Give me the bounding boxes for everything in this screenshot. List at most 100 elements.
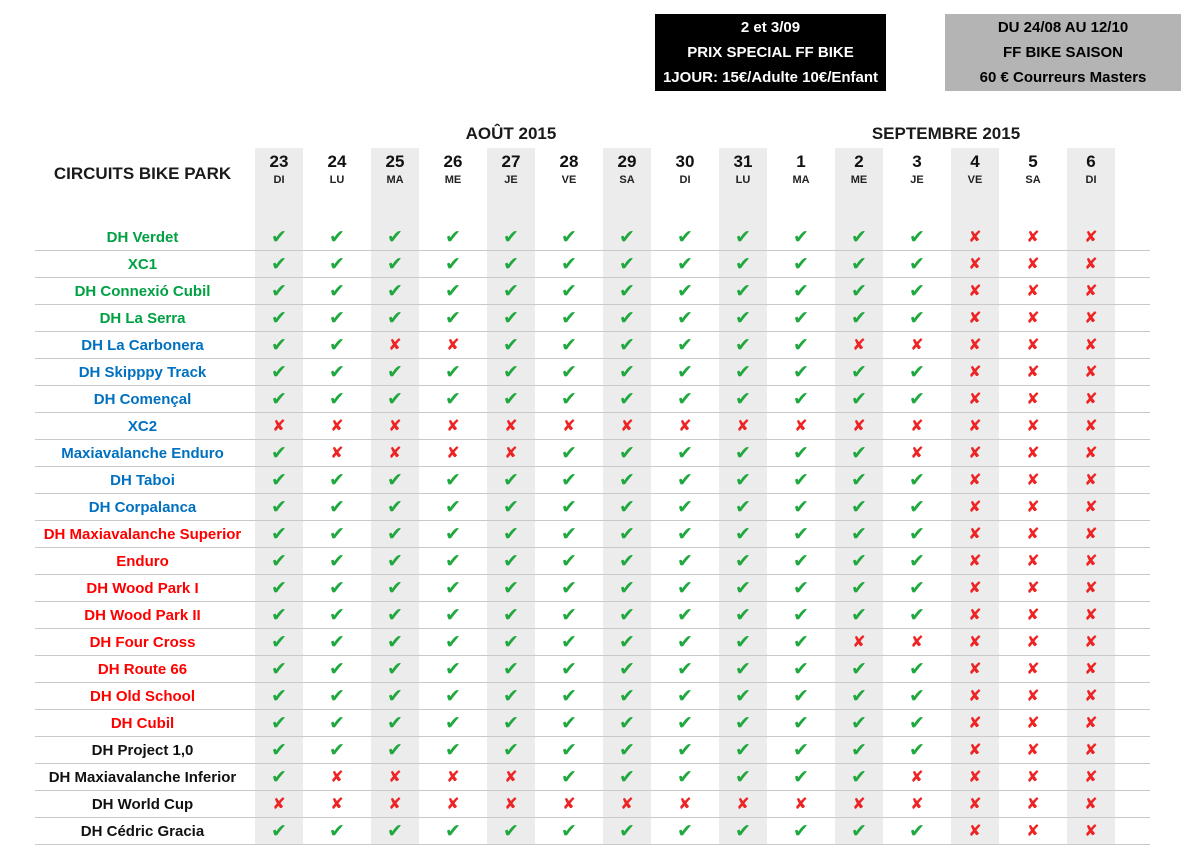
circuit-row: DH Skipppy Track ✔ ✔ ✔ ✔ ✔ ✔ ✔ ✔ ✔ ✔ ✔ ✔ ✘ ✘ ✘ <box>35 359 1150 386</box>
availability-cell: ✔ <box>540 494 598 520</box>
gap-cell <box>772 200 830 224</box>
check-icon: ✔ <box>561 333 577 356</box>
check-icon: ✔ <box>387 387 403 410</box>
availability-cell: ✘ <box>1004 332 1062 358</box>
availability-cell: ✔ <box>540 224 598 250</box>
cross-icon: ✘ <box>504 767 518 786</box>
check-icon: ✔ <box>677 468 693 491</box>
check-icon: ✔ <box>271 522 287 545</box>
availability-cell: ✘ <box>250 791 308 817</box>
cross-icon: ✘ <box>1026 659 1040 678</box>
availability-cell: ✔ <box>830 521 888 547</box>
circuit-name: DH Wood Park II <box>84 606 201 624</box>
cross-icon: ✘ <box>1084 632 1098 651</box>
availability-cell: ✘ <box>1004 737 1062 763</box>
check-icon: ✔ <box>735 657 751 680</box>
cross-icon: ✘ <box>1084 308 1098 327</box>
check-icon: ✔ <box>735 387 751 410</box>
gap-cell <box>250 200 308 224</box>
check-icon: ✔ <box>561 576 577 599</box>
date-weekday: MA <box>386 174 404 186</box>
circuit-name: XC2 <box>127 417 158 435</box>
check-icon: ✔ <box>851 495 867 518</box>
check-icon: ✔ <box>909 684 925 707</box>
check-icon: ✔ <box>619 711 635 734</box>
cross-icon: ✘ <box>1026 794 1040 813</box>
gap-cell <box>598 200 656 224</box>
check-icon: ✔ <box>271 252 287 275</box>
season-price-banner: DU 24/08 AU 12/10 FF BIKE SAISON 60 € Co… <box>945 14 1181 91</box>
availability-cell: ✔ <box>366 575 424 601</box>
availability-cell: ✔ <box>424 548 482 574</box>
check-icon: ✔ <box>735 306 751 329</box>
availability-cell: ✔ <box>714 494 772 520</box>
check-icon: ✔ <box>503 603 519 626</box>
availability-cell: ✘ <box>1004 440 1062 466</box>
availability-cell: ✘ <box>946 818 1004 844</box>
availability-cell: ✔ <box>250 386 308 412</box>
check-icon: ✔ <box>619 306 635 329</box>
availability-cell: ✔ <box>482 278 540 304</box>
availability-cell: ✘ <box>424 413 482 439</box>
row-tail <box>1120 683 1150 709</box>
availability-cell: ✘ <box>308 440 366 466</box>
availability-cell: ✔ <box>424 494 482 520</box>
availability-cell: ✘ <box>366 440 424 466</box>
circuit-name: Maxiavalanche Enduro <box>61 444 224 462</box>
cross-icon: ✘ <box>1026 497 1040 516</box>
availability-cell: ✔ <box>598 332 656 358</box>
availability-cell: ✘ <box>888 764 946 790</box>
availability-cell: ✘ <box>772 413 830 439</box>
availability-cell: ✔ <box>366 521 424 547</box>
circuit-row: DH Project 1,0 ✔ ✔ ✔ ✔ ✔ ✔ ✔ ✔ ✔ ✔ ✔ ✔ ✘ ✘ ✘ <box>35 737 1150 764</box>
availability-cell: ✔ <box>714 548 772 574</box>
date-weekday: ME <box>444 174 462 186</box>
availability-cell: ✘ <box>888 440 946 466</box>
gap-cell <box>830 200 888 224</box>
availability-cell: ✔ <box>482 251 540 277</box>
availability-cell: ✔ <box>772 440 830 466</box>
row-tail <box>1120 413 1150 439</box>
availability-cell: ✔ <box>366 224 424 250</box>
cross-icon: ✘ <box>1084 497 1098 516</box>
availability-cell: ✔ <box>424 656 482 682</box>
check-icon: ✔ <box>503 495 519 518</box>
availability-cell: ✘ <box>888 413 946 439</box>
check-icon: ✔ <box>387 306 403 329</box>
availability-cell: ✔ <box>366 710 424 736</box>
cross-icon: ✘ <box>446 335 460 354</box>
availability-cell: ✘ <box>888 629 946 655</box>
availability-cell: ✔ <box>308 305 366 331</box>
availability-cell: ✘ <box>1004 359 1062 385</box>
availability-cell: ✔ <box>366 467 424 493</box>
check-icon: ✔ <box>619 819 635 842</box>
availability-cell: ✔ <box>482 683 540 709</box>
availability-cell: ✔ <box>482 467 540 493</box>
date-weekday: DI <box>679 174 691 186</box>
date-number: 30 <box>675 152 695 171</box>
availability-cell: ✔ <box>308 359 366 385</box>
check-icon: ✔ <box>851 711 867 734</box>
availability-cell: ✘ <box>424 332 482 358</box>
check-icon: ✔ <box>271 711 287 734</box>
cross-icon: ✘ <box>504 416 518 435</box>
check-icon: ✔ <box>909 360 925 383</box>
date-number: 1 <box>796 152 806 171</box>
date-number: 5 <box>1028 152 1038 171</box>
availability-cell: ✔ <box>598 359 656 385</box>
availability-cell: ✔ <box>250 737 308 763</box>
circuit-row: Maxiavalanche Enduro ✔ ✘ ✘ ✘ ✘ ✔ ✔ ✔ ✔ ✔ ✔ ✘ ✘ ✘ ✘ <box>35 440 1150 467</box>
check-icon: ✔ <box>909 522 925 545</box>
check-icon: ✔ <box>735 360 751 383</box>
row-tail <box>1120 602 1150 628</box>
availability-cell: ✔ <box>830 440 888 466</box>
gap-cell <box>888 200 946 224</box>
availability-cell: ✔ <box>598 386 656 412</box>
availability-cell: ✔ <box>772 764 830 790</box>
availability-cell: ✘ <box>830 791 888 817</box>
date-weekday: SA <box>619 174 635 186</box>
check-icon: ✔ <box>271 765 287 788</box>
availability-cell: ✘ <box>1062 521 1120 547</box>
cross-icon: ✘ <box>1084 227 1098 246</box>
check-icon: ✔ <box>909 711 925 734</box>
